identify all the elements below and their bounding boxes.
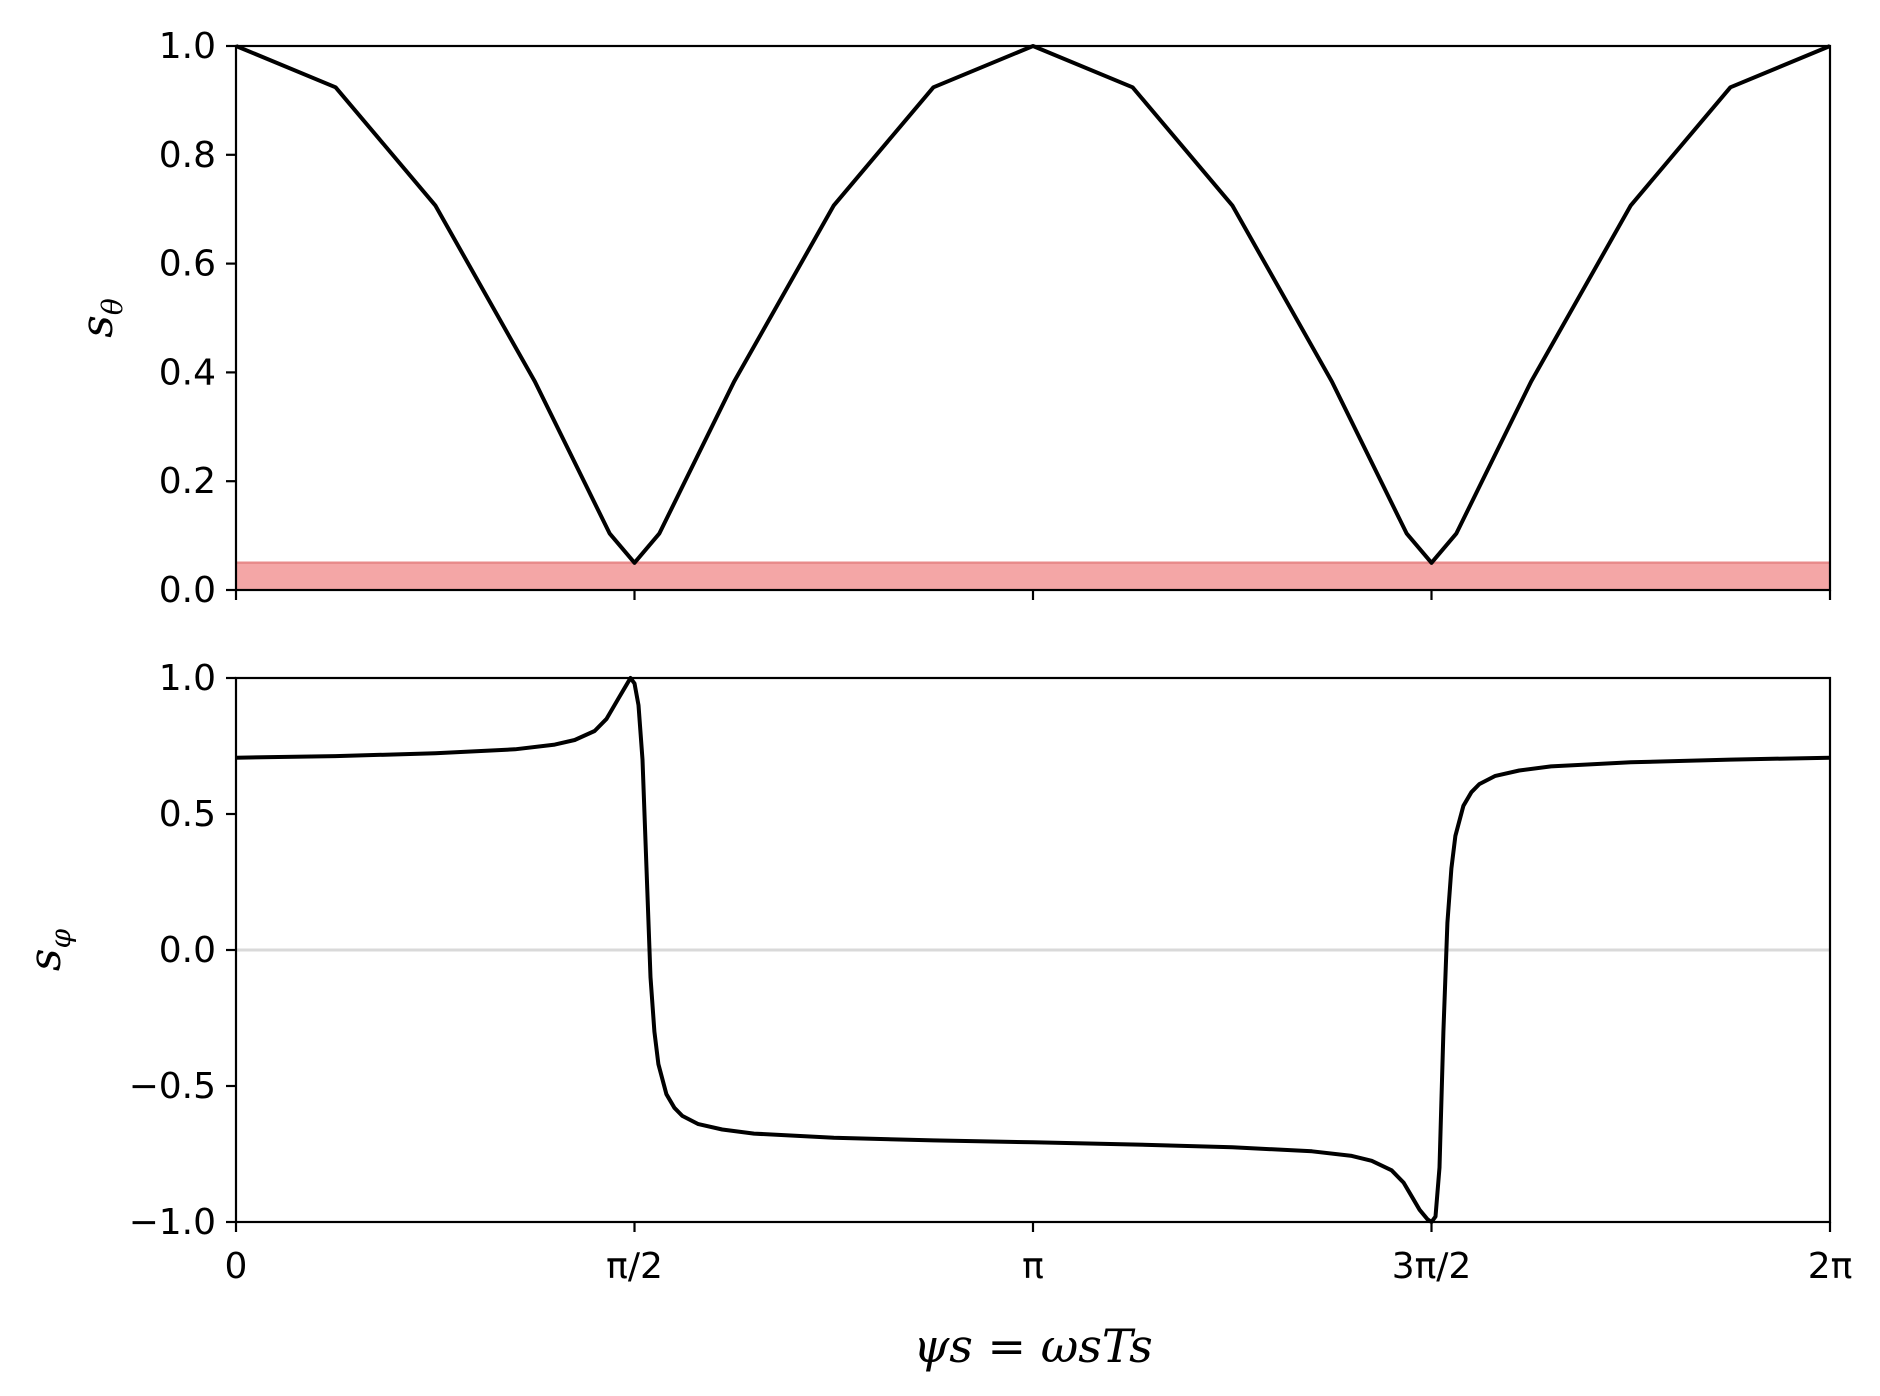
x-tick-label: 0 xyxy=(225,1246,248,1287)
y-tick-label: 0.6 xyxy=(159,244,216,285)
x-axis-label: ψs = ωsTs xyxy=(913,1319,1153,1373)
top-panel: 0.0 0.2 0.4 0.6 0.8 1.0 sθ xyxy=(72,26,1832,611)
x-tick-label: π xyxy=(1022,1246,1044,1287)
threshold-band xyxy=(236,562,1830,590)
y-tick-label: −1.0 xyxy=(129,1202,216,1243)
y-tick-label: 0.5 xyxy=(159,794,216,835)
bottom-y-axis-label-sub: φ xyxy=(44,929,77,949)
bottom-panel: −1.0 −0.5 0.0 0.5 1.0 0 π/2 π 3π/2 2π sφ ψs = ωs… xyxy=(20,658,1852,1373)
top-x-ticks xyxy=(234,590,1832,600)
y-tick-label: −0.5 xyxy=(129,1066,216,1107)
x-tick-label: 3π/2 xyxy=(1392,1246,1472,1287)
x-tick-label: π/2 xyxy=(606,1246,663,1287)
y-tick-label: 1.0 xyxy=(159,26,216,67)
y-tick-label: 0.0 xyxy=(159,930,216,971)
y-tick-label: 0.0 xyxy=(159,570,216,611)
s-phi-curve xyxy=(235,676,1831,1224)
y-tick-label: 1.0 xyxy=(159,658,216,699)
bottom-y-axis-label-main: s xyxy=(20,949,71,972)
y-tick-label: 0.2 xyxy=(159,461,216,502)
y-tick-label: 0.8 xyxy=(159,135,216,176)
top-y-axis-label: sθ xyxy=(72,298,129,338)
top-y-ticks: 0.0 0.2 0.4 0.6 0.8 1.0 xyxy=(159,26,236,611)
bottom-x-ticks: 0 π/2 π 3π/2 2π xyxy=(225,1222,1853,1287)
bottom-y-ticks: −1.0 −0.5 0.0 0.5 1.0 xyxy=(129,658,236,1243)
top-y-axis-label-sub: θ xyxy=(96,298,129,315)
top-y-axis-label-main: s xyxy=(72,315,123,338)
bottom-y-axis-label: sφ xyxy=(20,929,77,972)
top-axes-frame xyxy=(234,44,1832,592)
s-theta-curve xyxy=(235,44,1831,565)
y-tick-label: 0.4 xyxy=(159,352,216,393)
x-tick-label: 2π xyxy=(1808,1246,1853,1287)
